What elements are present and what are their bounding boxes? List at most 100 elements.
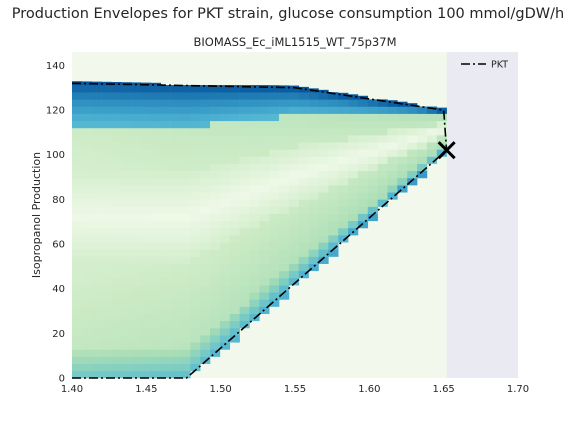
x-tick-label: 1.40: [61, 384, 83, 395]
heatmap-cell: [299, 142, 309, 149]
heatmap-cell: [269, 221, 279, 228]
heatmap-cell: [259, 235, 269, 242]
heatmap-cell: [309, 121, 319, 128]
heatmap-cell: [161, 192, 171, 199]
heatmap-cell: [210, 235, 220, 242]
heatmap-cell: [141, 342, 151, 349]
heatmap-cell: [279, 221, 289, 228]
heatmap-cell: [210, 199, 220, 206]
heatmap-cell: [269, 242, 279, 249]
heatmap-cell: [328, 228, 338, 235]
heatmap-cell: [131, 364, 141, 371]
heatmap-cell: [338, 171, 348, 178]
heatmap-cell: [111, 135, 121, 142]
heatmap-cell: [171, 156, 181, 163]
heatmap-cell: [289, 235, 299, 242]
heatmap-cell: [141, 278, 151, 285]
heatmap-cell: [151, 299, 161, 306]
heatmap-cell: [210, 228, 220, 235]
heatmap-cell: [82, 99, 92, 106]
heatmap-cell: [92, 135, 102, 142]
heatmap-cell: [180, 156, 190, 163]
heatmap-cell: [318, 199, 328, 206]
heatmap-cell: [299, 242, 309, 249]
heatmap-cell: [111, 199, 121, 206]
heatmap-cell: [437, 114, 447, 121]
heatmap-cell: [210, 192, 220, 199]
heatmap-cell: [72, 285, 82, 292]
x-tick-label: 1.50: [210, 384, 232, 395]
heatmap-cell: [210, 207, 220, 214]
heatmap-cell: [72, 178, 82, 185]
heatmap-cell: [210, 335, 220, 342]
heatmap-cell: [220, 171, 230, 178]
heatmap-cell: [131, 342, 141, 349]
y-axis-ticks: 020406080100120140: [46, 61, 65, 385]
heatmap-cell: [92, 278, 102, 285]
heatmap-cell: [259, 271, 269, 278]
heatmap-cell: [200, 257, 210, 264]
heatmap-cell: [387, 185, 397, 192]
heatmap-cell: [309, 135, 319, 142]
heatmap-cell: [299, 178, 309, 185]
heatmap-cell: [111, 192, 121, 199]
heatmap-cell: [220, 135, 230, 142]
heatmap-cell: [230, 271, 240, 278]
heatmap-cell: [102, 228, 112, 235]
heatmap-cell: [72, 149, 82, 156]
heatmap-cell: [102, 106, 112, 113]
heatmap-cell: [82, 85, 92, 92]
heatmap-cell: [131, 371, 141, 378]
heatmap-cell: [141, 192, 151, 199]
heatmap-cell: [141, 171, 151, 178]
heatmap-cell: [230, 199, 240, 206]
heatmap-cell: [131, 135, 141, 142]
heatmap-cell: [72, 257, 82, 264]
heatmap-cell: [249, 271, 259, 278]
heatmap-cell: [220, 156, 230, 163]
heatmap-cell: [151, 214, 161, 221]
heatmap-cell: [358, 214, 368, 221]
heatmap-cell: [200, 299, 210, 306]
heatmap-cell: [141, 364, 151, 371]
heatmap-cell: [131, 235, 141, 242]
heatmap-cell: [151, 285, 161, 292]
heatmap-cell: [289, 192, 299, 199]
heatmap-cell: [161, 349, 171, 356]
heatmap-cell: [111, 314, 121, 321]
heatmap-cell: [279, 99, 289, 106]
heatmap-cell: [151, 221, 161, 228]
heatmap-cell: [72, 185, 82, 192]
heatmap-cell: [259, 99, 269, 106]
heatmap-cell: [92, 85, 102, 92]
heatmap-cell: [397, 121, 407, 128]
heatmap-cell: [358, 156, 368, 163]
heatmap-cell: [220, 99, 230, 106]
heatmap-cell: [72, 114, 82, 121]
heatmap-cell: [230, 171, 240, 178]
heatmap-cell: [121, 364, 131, 371]
heatmap-cell: [111, 278, 121, 285]
heatmap-cell: [180, 221, 190, 228]
heatmap-cell: [338, 235, 348, 242]
heatmap-cell: [161, 264, 171, 271]
heatmap-cell: [427, 121, 437, 128]
heatmap-cell: [220, 164, 230, 171]
heatmap-cell: [299, 235, 309, 242]
heatmap-cell: [171, 99, 181, 106]
heatmap-cell: [259, 106, 269, 113]
heatmap-cell: [72, 249, 82, 256]
heatmap-cell: [131, 278, 141, 285]
heatmap-cell: [111, 149, 121, 156]
heatmap-cell: [190, 164, 200, 171]
heatmap-cell: [141, 221, 151, 228]
heatmap-cell: [102, 292, 112, 299]
heatmap-cell: [131, 114, 141, 121]
heatmap-cell: [279, 178, 289, 185]
heatmap-cell: [200, 149, 210, 156]
heatmap-cell: [378, 192, 388, 199]
heatmap-cell: [200, 142, 210, 149]
heatmap-cell: [161, 321, 171, 328]
heatmap-cell: [210, 249, 220, 256]
